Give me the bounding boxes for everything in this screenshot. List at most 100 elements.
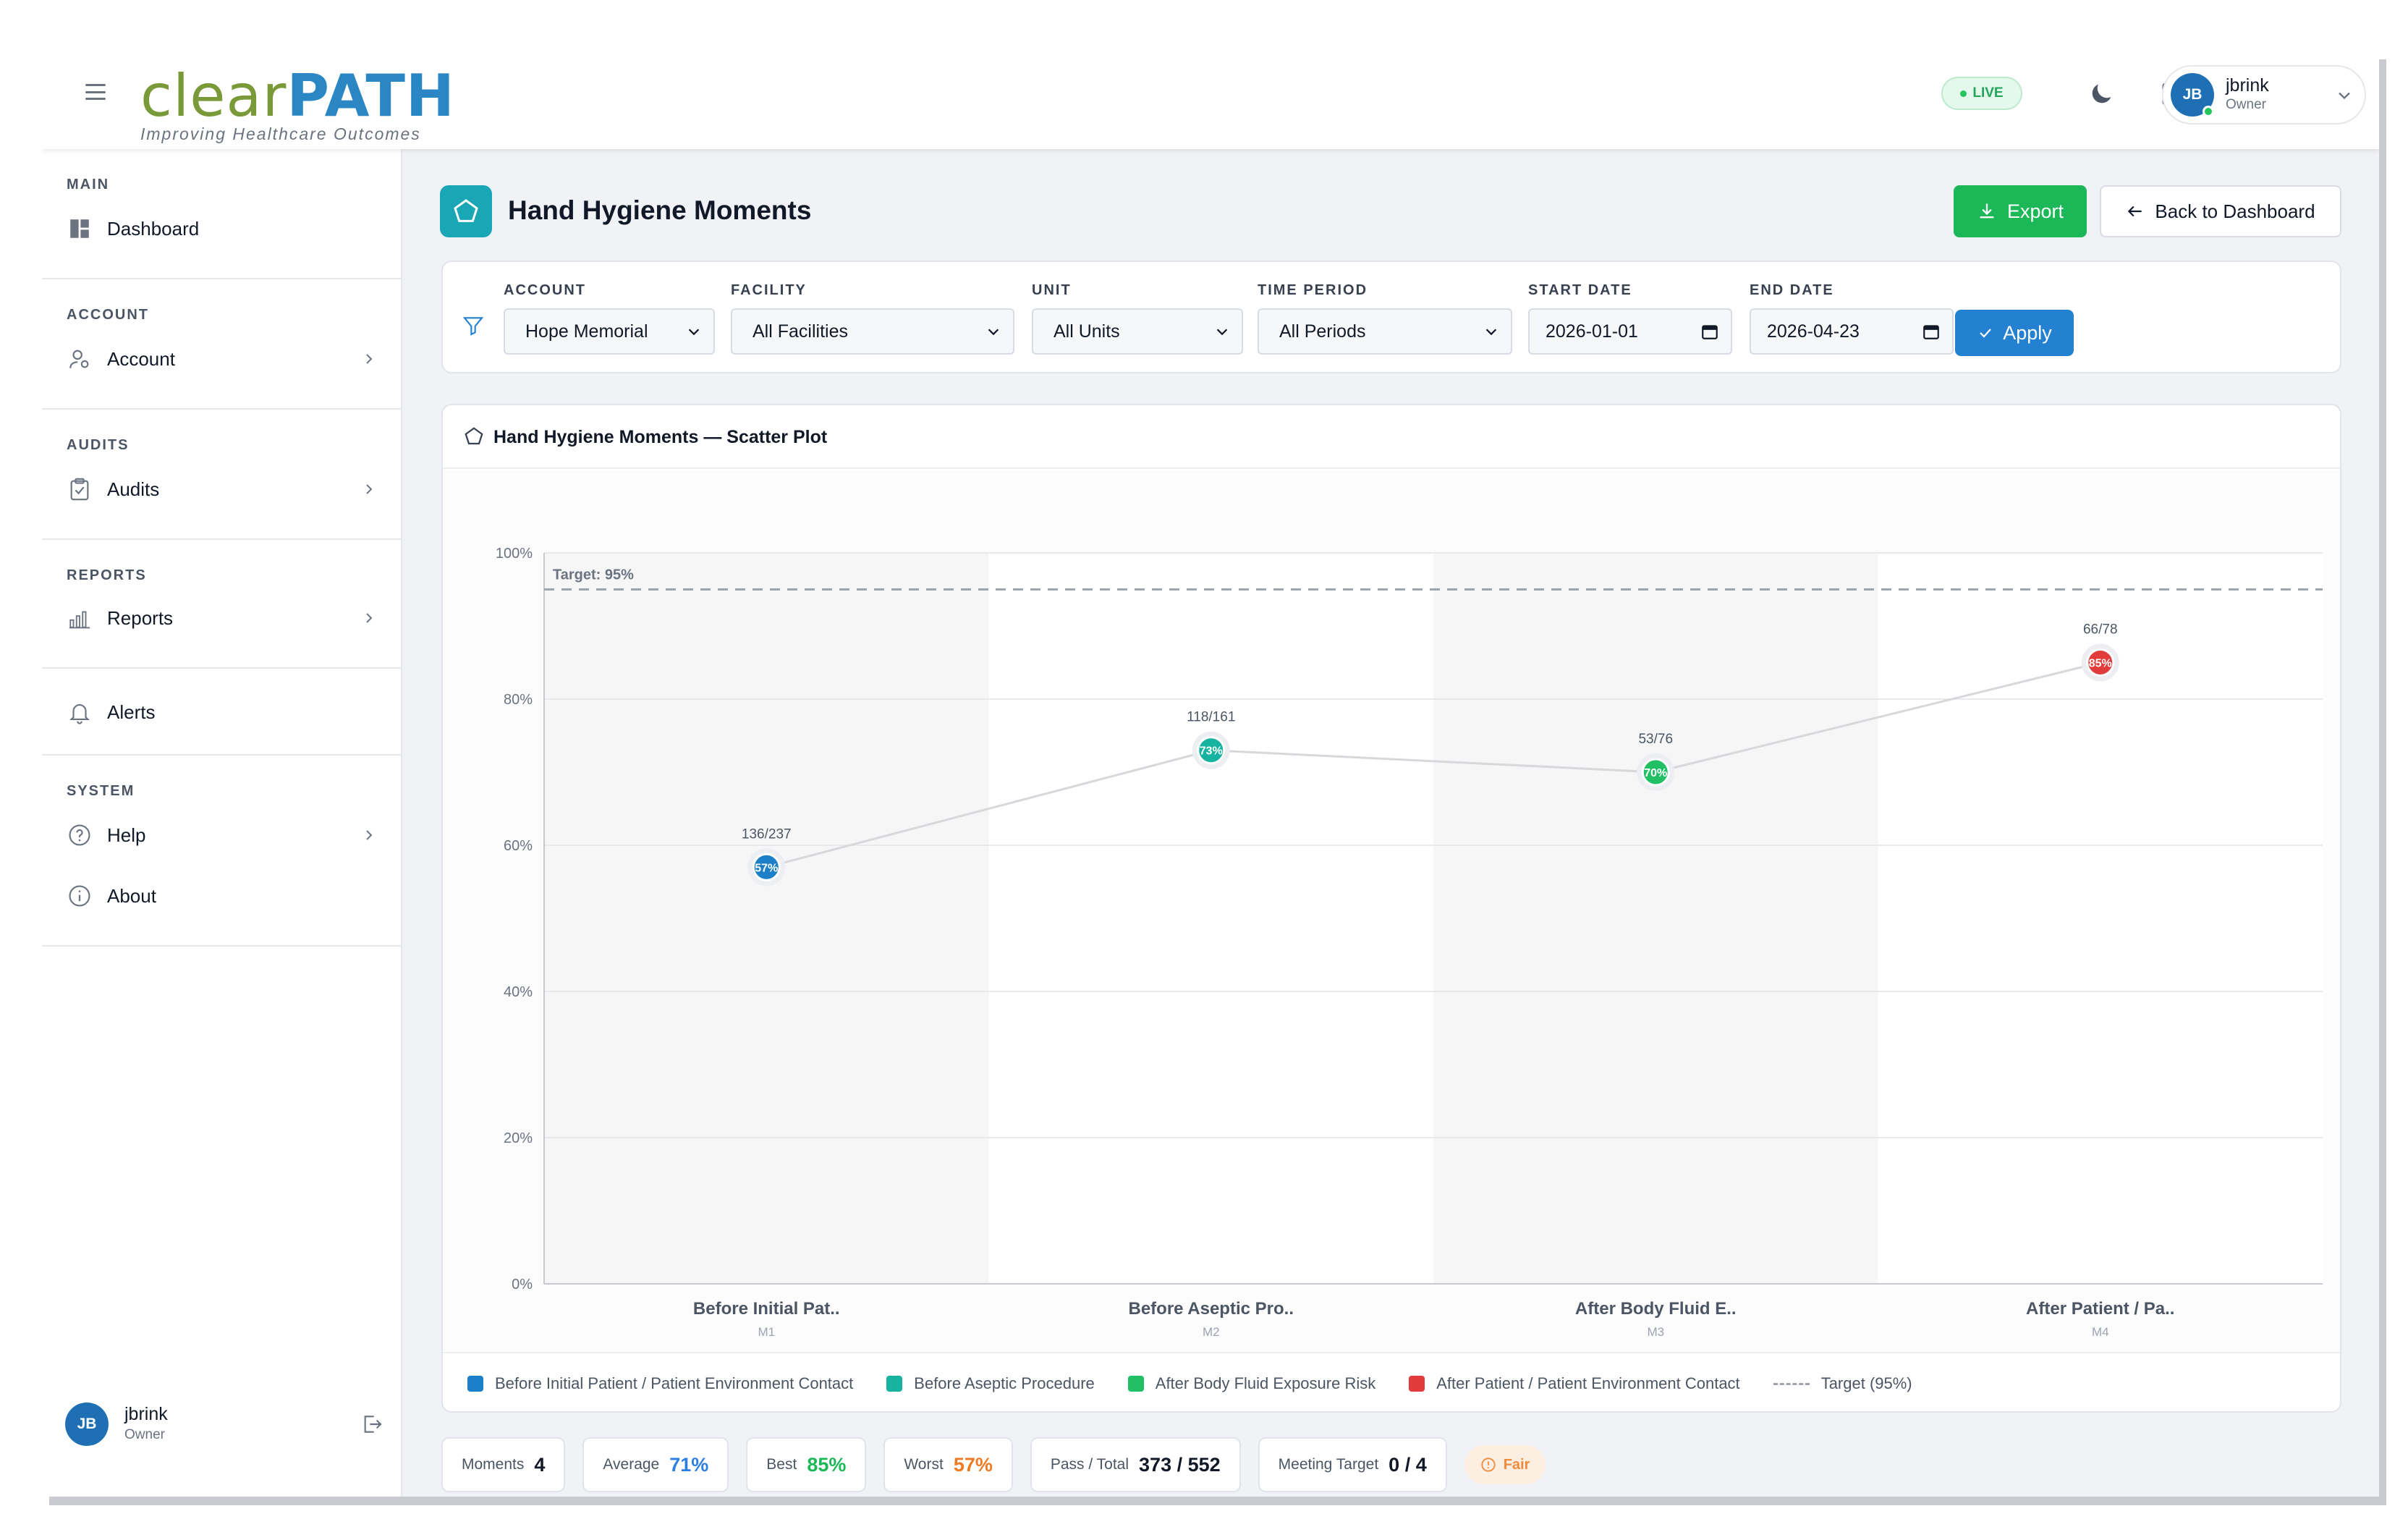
bar-chart-icon	[67, 605, 93, 631]
logo[interactable]: clearPATH Improving Healthcare Outcomes	[140, 64, 480, 144]
online-status-icon	[2203, 106, 2214, 117]
sidebar-item-about[interactable]: About	[67, 876, 378, 916]
legend-swatch	[1127, 1376, 1144, 1392]
logout-icon[interactable]	[360, 1413, 383, 1436]
user-role: Owner	[2226, 97, 2266, 112]
sidebar-section-system: SYSTEM Help About	[42, 756, 401, 947]
sidebar-section-alerts: Alerts	[42, 669, 401, 756]
y-tick-label: 60%	[504, 838, 533, 854]
target-label: Target: 95%	[553, 567, 634, 583]
facility-select-value: All Facilities	[752, 321, 848, 342]
moon-icon	[2092, 84, 2111, 103]
data-point	[1641, 758, 1670, 787]
export-button[interactable]: Export	[1954, 185, 2087, 237]
section-title: SYSTEM	[67, 783, 135, 799]
legend-item[interactable]: Before Aseptic Procedure	[886, 1374, 1095, 1393]
stat-value: 71%	[669, 1453, 709, 1476]
sidebar-item-help[interactable]: Help	[67, 815, 378, 855]
sidebar-item-reports[interactable]: Reports	[67, 598, 378, 638]
rating-badge: Fair	[1464, 1445, 1546, 1484]
section-title: MAIN	[67, 177, 110, 192]
legend-label: Target (95%)	[1820, 1374, 1912, 1392]
calendar-icon[interactable]	[1700, 322, 1719, 341]
facility-select[interactable]: All Facilities	[731, 308, 1014, 355]
sidebar-item-audits[interactable]: Audits	[67, 469, 378, 509]
stat-label: Meeting Target	[1278, 1456, 1379, 1473]
account-filter: ACCOUNT Hope Memorial	[504, 282, 715, 355]
x-tick-label: Before Aseptic Pro..	[1128, 1299, 1294, 1319]
sidebar-item-label: Help	[107, 824, 146, 846]
x-tick-code: M2	[1203, 1325, 1220, 1339]
stat-value: 57%	[953, 1453, 993, 1476]
section-title: REPORTS	[67, 567, 147, 583]
stat-label: Average	[603, 1456, 660, 1473]
live-label: LIVE	[1972, 85, 2004, 101]
logo-wordmark: clearPATH	[140, 64, 455, 129]
x-tick-code: M3	[1647, 1325, 1664, 1339]
check-icon	[1980, 329, 1992, 338]
filter-icon	[462, 317, 484, 336]
chevron-down-icon	[1216, 329, 1228, 336]
stat-label: Moments	[462, 1456, 525, 1473]
facility-filter: FACILITY All Facilities	[731, 282, 1014, 355]
legend-label: Before Aseptic Procedure	[914, 1374, 1095, 1392]
sidebar-item-dashboard[interactable]: Dashboard	[67, 208, 378, 249]
y-tick-label: 40%	[504, 984, 533, 1000]
chart-legend: Before Initial Patient / Patient Environ…	[443, 1352, 2340, 1411]
stat-label: Best	[766, 1456, 797, 1473]
x-tick-label: After Patient / Pa..	[2026, 1299, 2174, 1319]
alert-circle-icon	[1481, 1458, 1496, 1472]
download-icon	[1980, 203, 1994, 219]
legend-item[interactable]: Before Initial Patient / Patient Environ…	[467, 1374, 853, 1393]
x-tick-code: M4	[2092, 1325, 2109, 1339]
time-period-select[interactable]: All Periods	[1258, 308, 1512, 355]
unit-select[interactable]: All Units	[1032, 308, 1243, 355]
sidebar-item-alerts[interactable]: Alerts	[67, 692, 378, 732]
chevron-right-icon	[366, 613, 373, 623]
pentagon-icon	[454, 199, 478, 222]
apply-button[interactable]: Apply	[1955, 310, 2074, 356]
legend-label: After Patient / Patient Environment Cont…	[1436, 1374, 1740, 1392]
user-settings-icon	[67, 346, 93, 372]
live-dot-icon	[1960, 90, 1967, 97]
y-tick-label: 80%	[504, 692, 533, 708]
sidebar-item-label: Dashboard	[107, 217, 200, 240]
dark-mode-toggle[interactable]	[2082, 75, 2120, 113]
sidebar-section-audits: AUDITS Audits	[42, 410, 401, 540]
stat-worst: Worst 57%	[883, 1437, 1013, 1492]
account-select-value: Hope Memorial	[525, 321, 648, 342]
start-date-value: 2026-01-01	[1546, 321, 1638, 342]
legend-item[interactable]: Target (95%)	[1773, 1374, 1912, 1393]
avatar: JB	[65, 1402, 109, 1446]
account-select[interactable]: Hope Memorial	[504, 308, 715, 355]
sidebar-item-account[interactable]: Account	[67, 339, 378, 379]
stat-value: 4	[534, 1453, 546, 1476]
menu-toggle-icon[interactable]	[85, 84, 106, 100]
sidebar-user: JB jbrink Owner	[65, 1395, 383, 1453]
sidebar-section-reports: REPORTS Reports	[42, 540, 401, 669]
unit-select-value: All Units	[1054, 321, 1120, 342]
sidebar-item-label: Reports	[107, 606, 174, 629]
calendar-icon[interactable]	[1922, 322, 1941, 341]
back-to-dashboard-button[interactable]: Back to Dashboard	[2100, 185, 2341, 237]
legend-item[interactable]: After Body Fluid Exposure Risk	[1127, 1374, 1375, 1393]
sidebar-section-main: MAIN Dashboard	[42, 149, 401, 279]
facility-filter-label: FACILITY	[731, 282, 807, 298]
category-band	[1433, 553, 1878, 1284]
data-point	[2086, 648, 2115, 677]
legend-item[interactable]: After Patient / Patient Environment Cont…	[1409, 1374, 1740, 1393]
y-tick-label: 20%	[504, 1130, 533, 1146]
page-icon	[440, 185, 492, 237]
chart-header: Hand Hygiene Moments — Scatter Plot	[443, 405, 2340, 469]
legend-swatch	[467, 1376, 483, 1392]
legend-dash-swatch	[1773, 1382, 1810, 1385]
start-date-input[interactable]: 2026-01-01	[1528, 308, 1732, 355]
legend-swatch	[886, 1376, 903, 1392]
chevron-down-icon	[2339, 92, 2350, 100]
user-menu[interactable]: JB jbrink Owner	[2162, 65, 2366, 124]
end-date-input[interactable]: 2026-04-23	[1750, 308, 1954, 355]
chart-title: Hand Hygiene Moments — Scatter Plot	[493, 427, 828, 447]
stat-average: Average 71%	[582, 1437, 729, 1492]
data-point-fraction: 136/237	[742, 826, 792, 842]
end-date-filter: END DATE 2026-04-23	[1750, 282, 1954, 355]
